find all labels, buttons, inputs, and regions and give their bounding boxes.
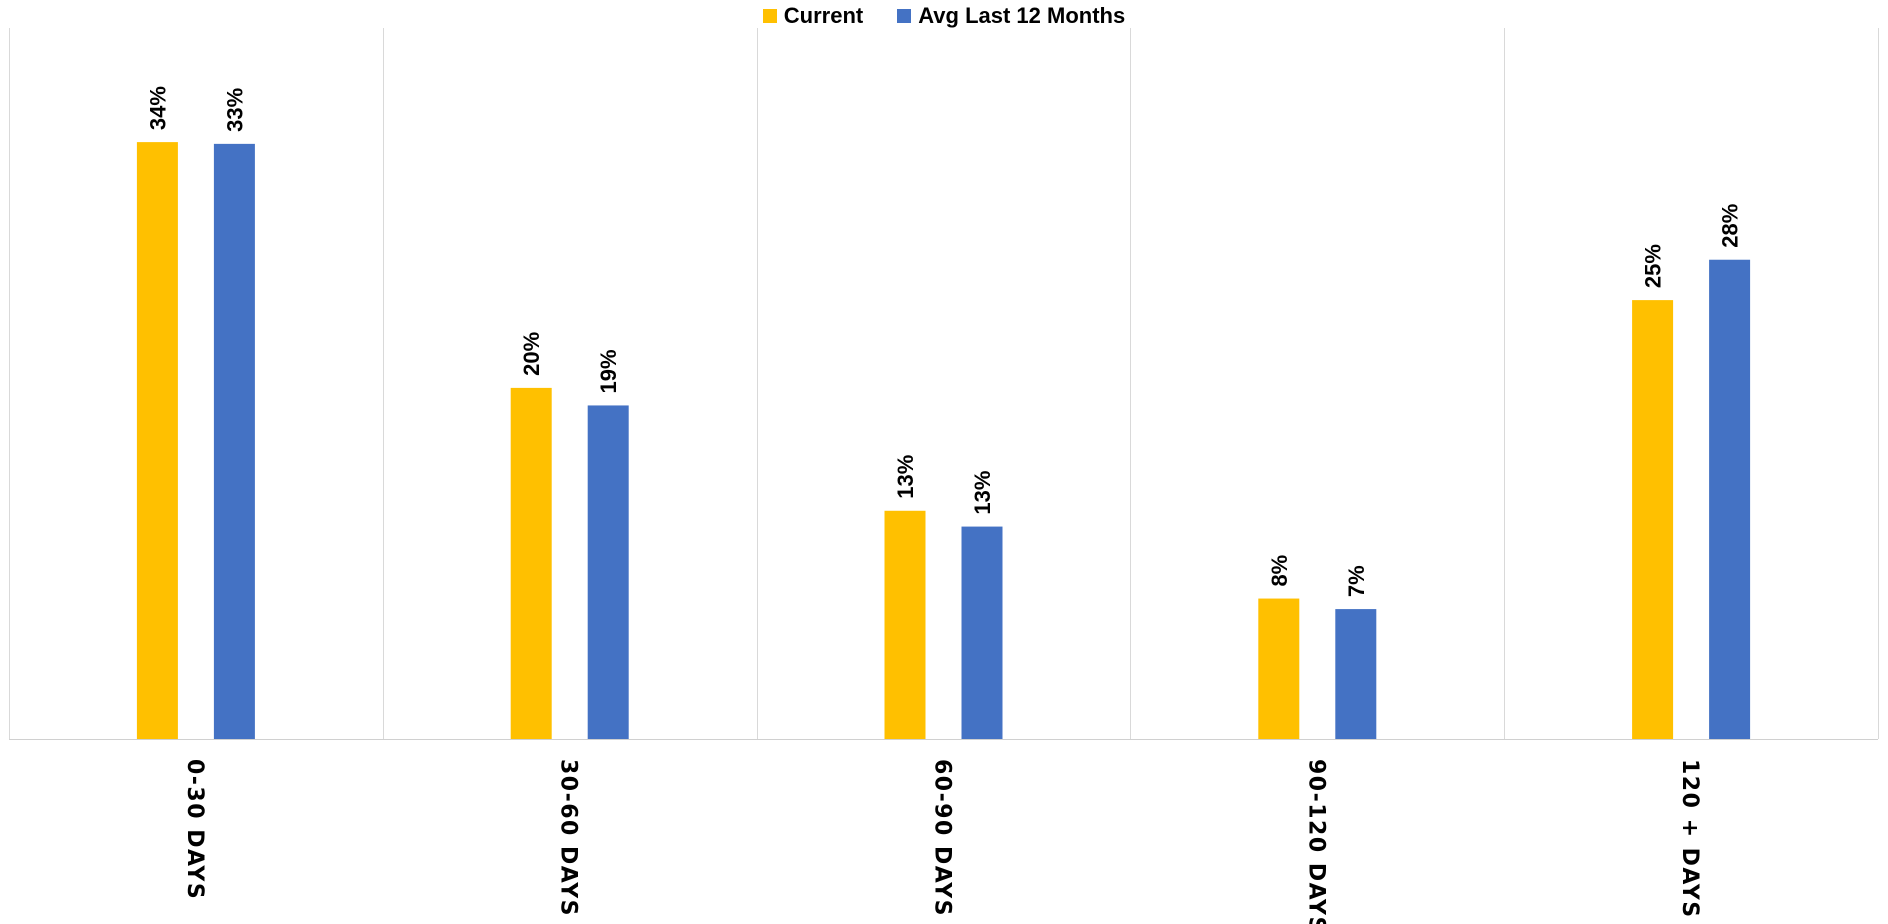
data-label-avg-last-12-months: 33% bbox=[222, 88, 247, 132]
data-label-current: 34% bbox=[145, 86, 170, 130]
bar-current bbox=[510, 387, 552, 739]
legend-label-avg-last-12-months: Avg Last 12 Months bbox=[918, 3, 1126, 28]
gridlines bbox=[9, 28, 1879, 740]
data-label-current: 8% bbox=[1267, 555, 1292, 587]
bar-avg-last-12-months bbox=[1335, 609, 1377, 739]
bar-current bbox=[1632, 300, 1674, 739]
category-label: 60-90 DAYS bbox=[930, 759, 955, 917]
bar-avg-last-12-months bbox=[213, 143, 255, 739]
data-labels: 34% 33% 20% 19% 13% 13% 8% 7% 25% 28% bbox=[145, 86, 1742, 597]
category-label: 0-30 DAYS bbox=[182, 759, 207, 900]
bars bbox=[136, 142, 1751, 740]
data-label-avg-last-12-months: 7% bbox=[1344, 565, 1369, 597]
category-label: 120 + DAYS bbox=[1677, 759, 1702, 919]
bar-current bbox=[136, 142, 178, 740]
bar-avg-last-12-months bbox=[961, 526, 1003, 739]
legend-item-avg-last-12-months: Avg Last 12 Months bbox=[897, 3, 1125, 29]
legend-label-current: Current bbox=[783, 3, 864, 28]
legend-item-current: Current bbox=[762, 3, 864, 29]
legend-swatch-current bbox=[762, 9, 777, 23]
bar-current bbox=[884, 510, 926, 739]
bar-avg-last-12-months bbox=[587, 405, 629, 739]
data-label-current: 25% bbox=[1641, 244, 1666, 288]
data-label-avg-last-12-months: 28% bbox=[1718, 204, 1743, 248]
data-label-current: 20% bbox=[519, 332, 544, 376]
category-label: 30-60 DAYS bbox=[556, 759, 581, 917]
category-labels: 0-30 DAYS 30-60 DAYS 60-90 DAYS 90-120 DAYS… bbox=[182, 759, 1702, 924]
data-label-avg-last-12-months: 13% bbox=[970, 471, 995, 515]
data-label-current: 13% bbox=[893, 455, 918, 499]
data-label-avg-last-12-months: 19% bbox=[596, 349, 621, 393]
bar-current bbox=[1258, 598, 1300, 739]
legend-swatch-avg-last-12-months bbox=[897, 9, 912, 23]
legend: Current Avg Last 12 Months bbox=[0, 3, 1888, 29]
bar-avg-last-12-months bbox=[1709, 259, 1751, 739]
category-label: 90-120 DAYS bbox=[1303, 759, 1328, 924]
